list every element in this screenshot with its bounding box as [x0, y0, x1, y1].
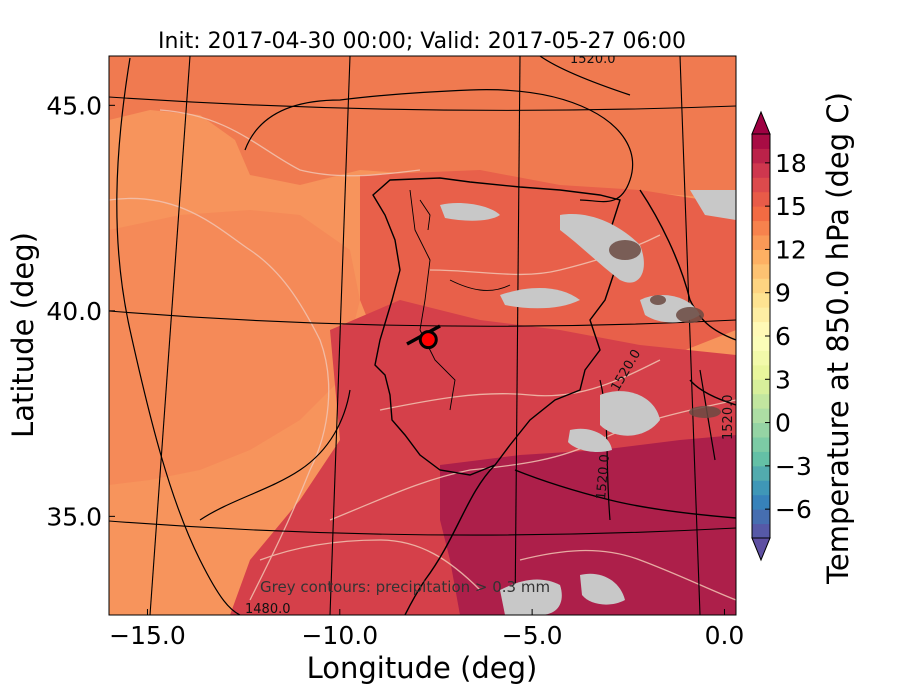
- colorbar-segment: [752, 220, 770, 236]
- precipitation-note: Grey contours: precipitation > 0.3 mm: [260, 578, 550, 596]
- colorbar-segment: [752, 263, 770, 279]
- figure-title: Init: 2017-04-30 00:00; Valid: 2017-05-2…: [158, 29, 686, 54]
- precipitation-patches: [440, 190, 736, 615]
- colorbar-segment: [752, 393, 770, 409]
- contour-label-southeast: 1520.0: [594, 454, 613, 501]
- contour-label-far-east: 1520.0: [721, 395, 736, 441]
- colorbar-segment: [752, 148, 770, 164]
- colorbar-tick-label: 18: [775, 149, 807, 178]
- colorbar-segment: [752, 509, 770, 525]
- colorbar-segment: [752, 523, 770, 539]
- temperature-region-morocco: [440, 435, 736, 615]
- colorbar-segment: [752, 321, 770, 337]
- coastlines: [372, 177, 736, 615]
- colorbar-extend-max: [751, 110, 771, 135]
- y-tick-label: 40.0: [46, 297, 102, 326]
- y-tick-label: 35.0: [46, 502, 102, 531]
- colorbar-tick-label: −3: [775, 452, 812, 481]
- map-panel: 1520.0 1520.0 1520.0 1520.0 1480.0 Grey …: [109, 52, 736, 617]
- colorbar-segment: [752, 177, 770, 193]
- graticule: [109, 56, 736, 615]
- colorbar-segment: [752, 307, 770, 323]
- colorbar-segment: [752, 336, 770, 351]
- colorbar-segment: [752, 292, 770, 308]
- colorbar-label: Temperature at 850.0 hPa (deg C): [821, 92, 855, 585]
- colorbar-segment: [752, 364, 770, 380]
- temperature-isolines: [109, 109, 736, 601]
- x-axis-label: Longitude (deg): [307, 651, 538, 685]
- colorbar-tick-label: 0: [775, 409, 791, 438]
- y-axis-label: Latitude (deg): [6, 232, 40, 438]
- colorbar-tick-label: 15: [775, 192, 807, 221]
- heavy-precipitation-patches: [609, 240, 721, 418]
- colorbar-tick-label: 3: [775, 365, 791, 394]
- colorbar-segment: [752, 480, 770, 496]
- contour-label-southwest: 1480.0: [245, 602, 291, 617]
- x-tick-label: −15.0: [109, 621, 186, 650]
- colorbar-segment: [752, 249, 770, 265]
- colorbar-segment: [752, 162, 770, 178]
- colorbar-segment: [752, 465, 770, 481]
- colorbar-segment: [752, 451, 770, 467]
- y-tick-label: 45.0: [46, 91, 102, 120]
- colorbar-segment: [752, 278, 770, 294]
- colorbar-segment: [752, 206, 770, 222]
- colorbar-segment: [752, 494, 770, 510]
- colorbar-segment: [752, 235, 770, 250]
- location-marker: [418, 330, 438, 350]
- colorbar: [751, 110, 771, 562]
- x-tick-label: 0.0: [705, 621, 745, 650]
- temperature-region-atlantic-central: [109, 210, 360, 485]
- y-axis-ticks: 35.0 40.0 45.0: [46, 91, 115, 531]
- colorbar-segment: [752, 408, 770, 424]
- colorbar-segment: [752, 422, 770, 438]
- contour-label-north: 1520.0: [570, 52, 616, 67]
- x-tick-label: −5.0: [502, 621, 563, 650]
- colorbar-tick-label: 12: [775, 235, 807, 264]
- map-frame: [108, 55, 737, 616]
- colorbar-segment: [752, 191, 770, 207]
- colorbar-segment: [752, 437, 770, 452]
- colorbar-tick-label: −6: [775, 495, 812, 524]
- colorbar-tick-label: 9: [775, 279, 791, 308]
- colorbar-segment: [752, 350, 770, 366]
- colorbar-extend-min: [751, 537, 771, 562]
- colorbar-tick-label: 6: [775, 322, 791, 351]
- colorbar-ticks: −6 −3 0 3 6 9 12 15 18: [765, 149, 812, 524]
- x-tick-label: −10.0: [301, 621, 378, 650]
- temperature-region-bay-of-biscay: [109, 56, 736, 200]
- colorbar-segment: [752, 379, 770, 395]
- colorbar-segment: [752, 134, 770, 149]
- country-borders: [409, 189, 511, 411]
- x-axis-ticks: −15.0 −10.0 −5.0 0.0: [109, 609, 744, 650]
